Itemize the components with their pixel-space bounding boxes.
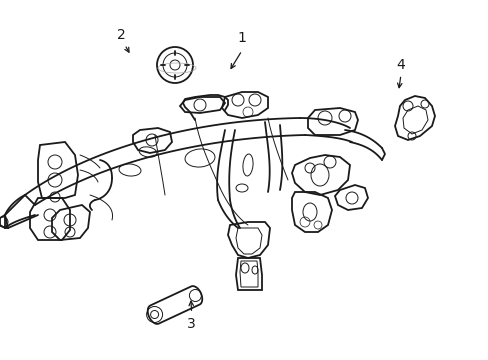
- Text: 4: 4: [396, 58, 405, 72]
- Text: 1: 1: [237, 31, 246, 45]
- Text: 2: 2: [117, 28, 125, 42]
- Text: 3: 3: [187, 317, 196, 331]
